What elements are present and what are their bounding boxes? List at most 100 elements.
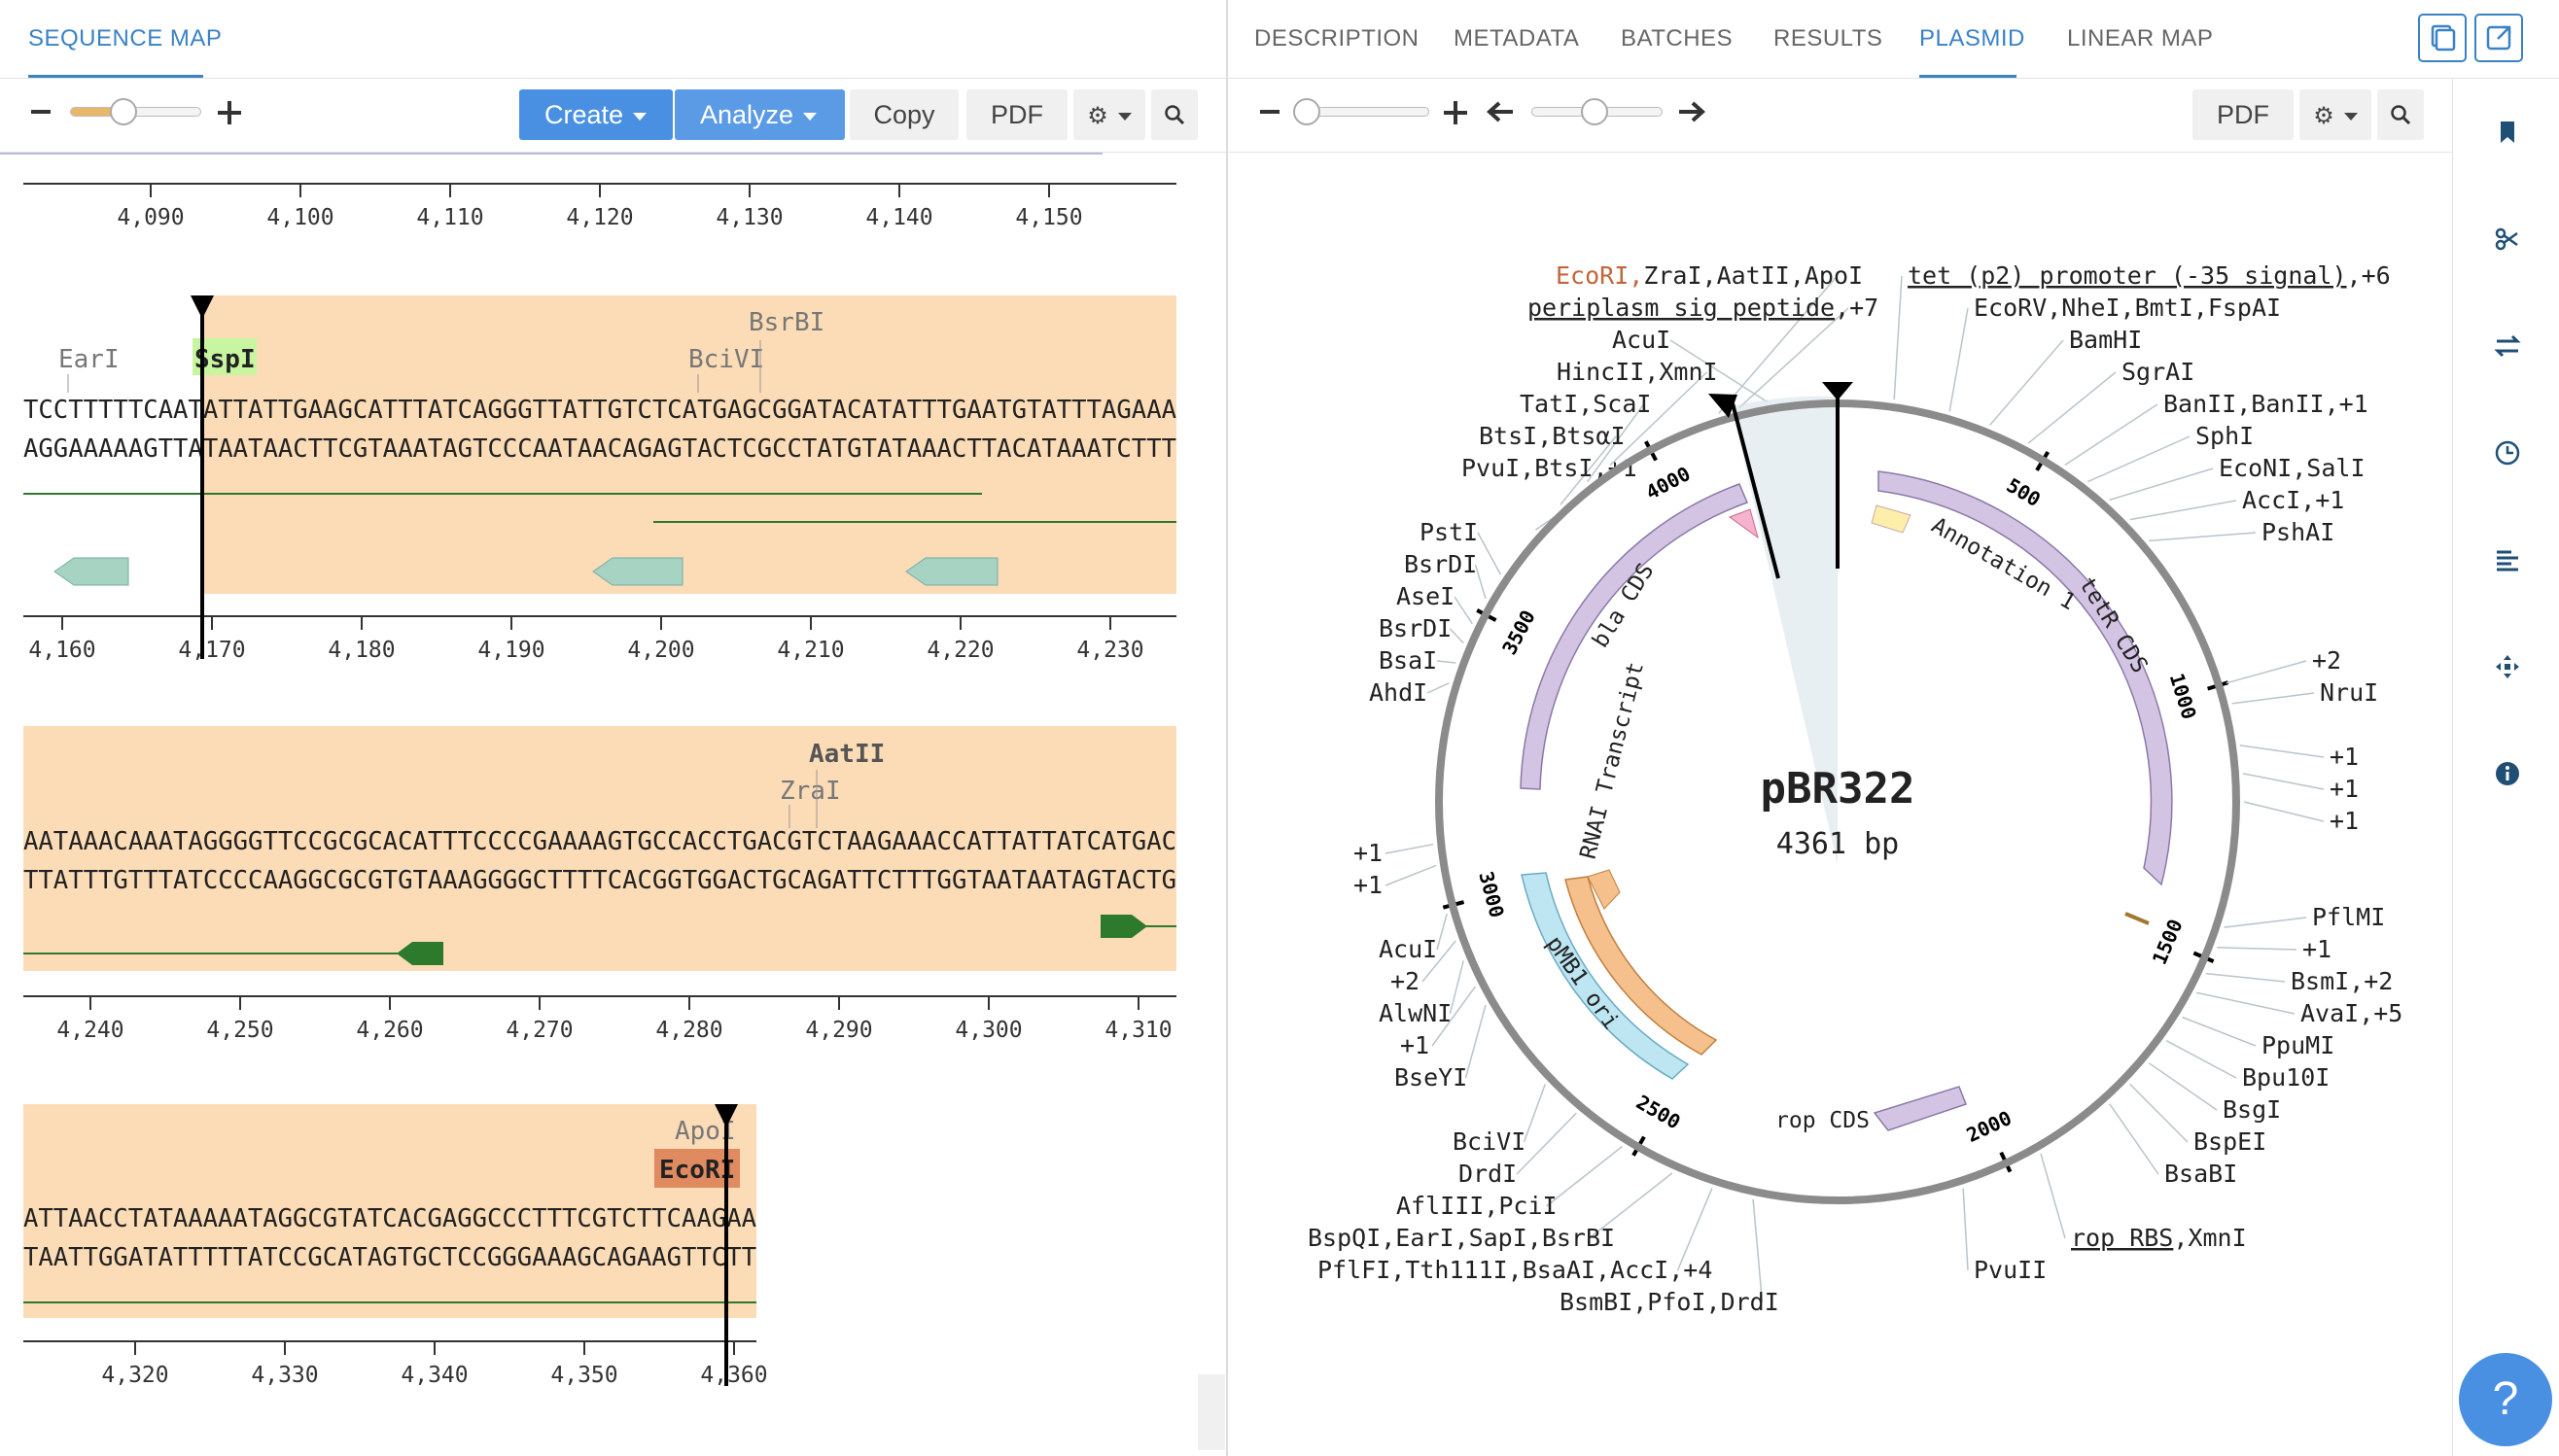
enzyme-site-label[interactable]: AcuI (1612, 326, 1670, 354)
enzyme-site-label[interactable]: Bpu10I (2242, 1063, 2330, 1092)
enzyme-site-label[interactable]: NruI (2320, 678, 2378, 707)
enzyme-site-label[interactable]: EcoRV,NheI,BmtI,FspAI (1974, 294, 2281, 322)
info-icon[interactable] (2492, 758, 2523, 789)
enzyme-site-label[interactable]: BsgI (2223, 1095, 2281, 1124)
zoom-in-icon[interactable] (218, 101, 241, 124)
enzyme-site-label[interactable]: +1 (2330, 807, 2359, 835)
enzyme-label-ecori[interactable]: EcoRI (659, 1156, 735, 1185)
enzyme-site-label[interactable]: BseYI (1394, 1063, 1467, 1092)
tab-metadata[interactable]: METADATA (1454, 25, 1580, 52)
enzyme-label-bsrbi[interactable]: BsrBI (749, 308, 824, 337)
enzyme-site-label[interactable]: rop RBS,XmnI (2071, 1224, 2247, 1252)
tab-batches[interactable]: BATCHES (1621, 25, 1734, 52)
enzyme-site-label[interactable]: EcoRI,ZraI,AatII,ApoI (1556, 261, 1863, 290)
enzyme-site-label[interactable]: BsrDI (1379, 614, 1452, 642)
enzyme-label-zrai[interactable]: ZraI (780, 777, 841, 806)
copy-button[interactable]: Copy (850, 89, 959, 140)
tab-plasmid[interactable]: PLASMID (1919, 25, 2025, 52)
feature-label-rnai[interactable]: RNAI Transcript (1576, 660, 1649, 862)
enzyme-site-label[interactable]: BspQI,EarI,SapI,BsrBI (1308, 1224, 1615, 1252)
enzyme-site-label[interactable]: SgrAI (2121, 358, 2194, 386)
feature-arrow-row2b[interactable] (592, 557, 684, 586)
tab-linear-map[interactable]: LINEAR MAP (2067, 25, 2214, 52)
rotation-slider[interactable] (1531, 98, 1663, 125)
feature-rop-cds[interactable] (1873, 1086, 1967, 1131)
pdf-button[interactable]: PDF (966, 89, 1068, 140)
zoom-slider[interactable] (70, 98, 201, 125)
copy-window-button[interactable] (2418, 14, 2467, 62)
enzyme-site-label[interactable]: AflIII,PciI (1396, 1192, 1558, 1220)
enzyme-site-label[interactable]: DrdI (1458, 1160, 1517, 1188)
enzyme-site-label[interactable]: BciVI (1453, 1127, 1525, 1156)
enzyme-site-label[interactable]: BsmBI,PfoI,DrdI (1560, 1288, 1779, 1316)
bookmark-icon[interactable] (2492, 117, 2523, 148)
enzyme-site-label[interactable]: AseI (1396, 582, 1455, 610)
align-left-icon[interactable] (2492, 544, 2523, 575)
feature-small-orange[interactable] (1587, 869, 1621, 910)
map-search-button[interactable] (2377, 89, 2424, 140)
rotate-right-icon[interactable] (1677, 99, 1706, 124)
orf-arrow-row3b[interactable] (1101, 915, 1147, 938)
open-external-button[interactable] (2474, 14, 2523, 62)
feature-arrow-row2c[interactable] (905, 557, 999, 586)
map-zoom-slider-handle[interactable] (1293, 98, 1320, 125)
enzyme-site-label[interactable]: BsrDI (1404, 550, 1477, 578)
feature-annotation-1[interactable] (1871, 504, 1911, 534)
enzyme-site-label[interactable]: BspEI (2193, 1127, 2266, 1156)
map-zoom-out-icon[interactable] (1260, 110, 1280, 114)
enzyme-site-label[interactable]: BtsI,BtsαI (1479, 422, 1626, 450)
enzyme-site-label[interactable]: periplasm sig peptide,+7 (1527, 294, 1878, 322)
enzyme-site-label[interactable]: AvaI,+5 (2300, 999, 2402, 1027)
enzyme-site-label[interactable]: BamHI (2069, 326, 2142, 354)
enzyme-site-label[interactable]: AhdI (1369, 678, 1427, 707)
orf-arrow-row3a[interactable] (397, 942, 443, 965)
scissors-icon[interactable] (2492, 224, 2523, 255)
enzyme-site-label[interactable]: +1 (1353, 871, 1383, 899)
map-pdf-button[interactable]: PDF (2192, 89, 2294, 140)
feature-label-tetr-cds[interactable]: tetR CDS (2074, 572, 2153, 677)
enzyme-site-label[interactable]: +2 (1390, 967, 1420, 995)
feature-pink-marker[interactable] (1728, 508, 1759, 539)
enzyme-site-label[interactable]: PflFI,Tth111I,BsaAI,AccI,+4 (1317, 1256, 1712, 1284)
feature-tetr-cds[interactable] (1877, 470, 2173, 886)
enzyme-site-label[interactable]: EcoNI,SalI (2219, 454, 2366, 482)
create-button[interactable]: Create (519, 89, 673, 140)
settings-button[interactable]: ⚙ (1073, 89, 1145, 140)
map-zoom-slider[interactable] (1293, 98, 1429, 125)
rotation-slider-handle[interactable] (1581, 98, 1608, 125)
enzyme-site-label[interactable]: BsaI (1379, 646, 1437, 675)
zoom-slider-handle[interactable] (110, 98, 137, 125)
enzyme-site-label[interactable]: AcuI (1379, 935, 1437, 963)
tab-results[interactable]: RESULTS (1773, 25, 1883, 52)
enzyme-site-label[interactable]: +1 (1353, 839, 1383, 867)
enzyme-label-eari[interactable]: EarI (58, 345, 120, 374)
enzyme-site-label[interactable]: +1 (1400, 1031, 1429, 1059)
cursor-marker-row2[interactable] (191, 295, 214, 319)
enzyme-site-label[interactable]: +1 (2302, 935, 2331, 963)
search-button[interactable] (1151, 89, 1198, 140)
enzyme-site-label[interactable]: +1 (2330, 775, 2359, 803)
enzyme-site-label[interactable]: tet (p2) promoter (-35 signal),+6 (1908, 261, 2391, 290)
feature-rnai-orange[interactable] (1564, 876, 1718, 1056)
feature-pmb1-ori[interactable] (1521, 872, 1690, 1080)
enzyme-site-label[interactable]: PflMI (2312, 903, 2385, 931)
enzyme-site-label[interactable]: PshAI (2261, 518, 2334, 546)
enzyme-site-label[interactable]: TatI,ScaI (1520, 390, 1651, 418)
map-zoom-in-icon[interactable] (1444, 101, 1467, 124)
help-button[interactable]: ? (2459, 1353, 2552, 1446)
feature-label-rop-cds[interactable]: rop CDS (1775, 1108, 1870, 1133)
enzyme-site-label[interactable]: HincII,XmnI (1557, 358, 1718, 386)
zoom-out-icon[interactable] (31, 110, 51, 114)
enzyme-site-label[interactable]: AlwNI (1379, 999, 1452, 1027)
tab-description[interactable]: DESCRIPTION (1254, 25, 1420, 52)
map-settings-button[interactable]: ⚙ (2299, 89, 2371, 140)
enzyme-site-label[interactable]: PstI (1420, 518, 1478, 546)
analyze-button[interactable]: Analyze (675, 89, 845, 140)
swap-icon[interactable] (2492, 330, 2523, 362)
panel-divider[interactable] (1226, 0, 1228, 1456)
feature-bla-cds[interactable] (1520, 483, 1748, 790)
enzyme-site-label[interactable]: SphI (2195, 422, 2254, 450)
enzyme-site-label[interactable]: PpuMI (2261, 1031, 2334, 1059)
history-icon[interactable] (2492, 437, 2523, 468)
enzyme-site-label[interactable]: +1 (2330, 743, 2359, 771)
